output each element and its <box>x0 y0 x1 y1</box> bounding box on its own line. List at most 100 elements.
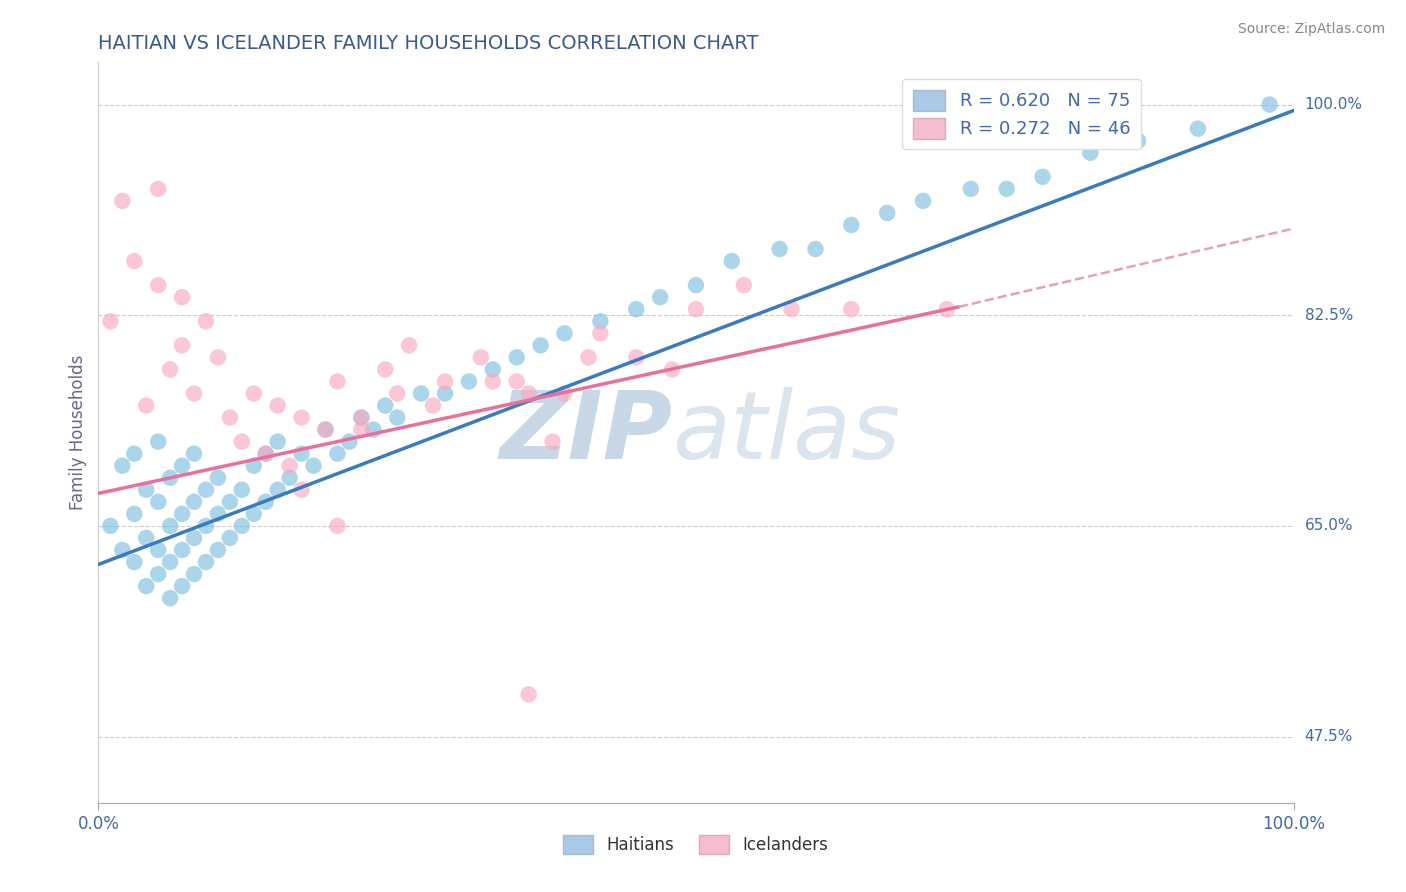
Point <box>685 278 707 293</box>
Point <box>195 483 218 497</box>
Point <box>350 410 373 425</box>
Point <box>267 399 290 413</box>
Point <box>876 206 898 220</box>
Point <box>339 434 361 449</box>
Point <box>841 218 863 232</box>
Point <box>207 543 229 558</box>
Point <box>350 423 373 437</box>
Point <box>148 543 170 558</box>
Point <box>254 447 277 461</box>
Point <box>267 434 290 449</box>
Point <box>172 338 194 352</box>
Point <box>135 399 157 413</box>
Point <box>422 399 444 413</box>
Point <box>481 362 505 376</box>
Point <box>385 386 409 401</box>
Point <box>124 447 146 461</box>
Text: Source: ZipAtlas.com: Source: ZipAtlas.com <box>1237 22 1385 37</box>
Point <box>278 458 301 473</box>
Point <box>124 254 146 268</box>
Point <box>207 507 229 521</box>
Point <box>363 423 385 437</box>
Point <box>183 567 205 582</box>
Point <box>195 314 218 328</box>
Point <box>291 447 314 461</box>
Point <box>111 543 134 558</box>
Point <box>172 579 194 593</box>
Point <box>219 531 242 545</box>
Point <box>148 278 170 293</box>
Text: 47.5%: 47.5% <box>1305 729 1353 744</box>
Point <box>231 434 253 449</box>
Point <box>398 338 420 352</box>
Point <box>148 434 170 449</box>
Point <box>243 458 266 473</box>
Point <box>172 543 194 558</box>
Point <box>267 483 290 497</box>
Point <box>589 314 612 328</box>
Point <box>231 519 253 533</box>
Point <box>374 362 396 376</box>
Text: ZIP: ZIP <box>499 386 672 479</box>
Point <box>374 399 396 413</box>
Point <box>661 362 683 376</box>
Point <box>172 290 194 304</box>
Point <box>124 507 146 521</box>
Point <box>1032 169 1054 184</box>
Point <box>648 290 672 304</box>
Point <box>517 386 540 401</box>
Point <box>111 194 134 208</box>
Point <box>219 495 242 509</box>
Point <box>434 386 457 401</box>
Point <box>254 447 277 461</box>
Point <box>554 326 576 341</box>
Point <box>1258 97 1281 112</box>
Point <box>470 351 492 365</box>
Legend: Haitians, Icelanders: Haitians, Icelanders <box>557 829 835 861</box>
Point <box>1187 121 1209 136</box>
Text: 82.5%: 82.5% <box>1305 308 1353 323</box>
Point <box>148 182 170 196</box>
Point <box>780 302 803 317</box>
Point <box>506 375 529 389</box>
Point <box>159 591 181 606</box>
Point <box>911 194 934 208</box>
Point <box>315 423 337 437</box>
Point <box>517 688 540 702</box>
Point <box>458 375 481 389</box>
Point <box>326 447 349 461</box>
Point <box>243 386 266 401</box>
Point <box>936 302 959 317</box>
Point <box>148 567 170 582</box>
Point <box>1128 134 1150 148</box>
Point <box>219 410 242 425</box>
Point <box>172 458 194 473</box>
Point <box>589 326 612 341</box>
Point <box>183 447 205 461</box>
Point <box>159 519 181 533</box>
Point <box>995 182 1018 196</box>
Point <box>111 458 134 473</box>
Point <box>195 555 218 569</box>
Point <box>530 338 553 352</box>
Point <box>326 519 349 533</box>
Point <box>1080 145 1102 160</box>
Point <box>481 375 505 389</box>
Point <box>350 410 373 425</box>
Point <box>159 555 181 569</box>
Point <box>135 483 157 497</box>
Point <box>434 375 457 389</box>
Point <box>506 351 529 365</box>
Text: HAITIAN VS ICELANDER FAMILY HOUSEHOLDS CORRELATION CHART: HAITIAN VS ICELANDER FAMILY HOUSEHOLDS C… <box>98 34 759 53</box>
Text: 100.0%: 100.0% <box>1305 97 1362 112</box>
Point <box>183 495 205 509</box>
Point <box>159 362 181 376</box>
Point <box>172 507 194 521</box>
Point <box>195 519 218 533</box>
Point <box>541 434 564 449</box>
Point <box>183 386 205 401</box>
Point <box>124 555 146 569</box>
Point <box>960 182 983 196</box>
Point <box>183 531 205 545</box>
Point <box>315 423 337 437</box>
